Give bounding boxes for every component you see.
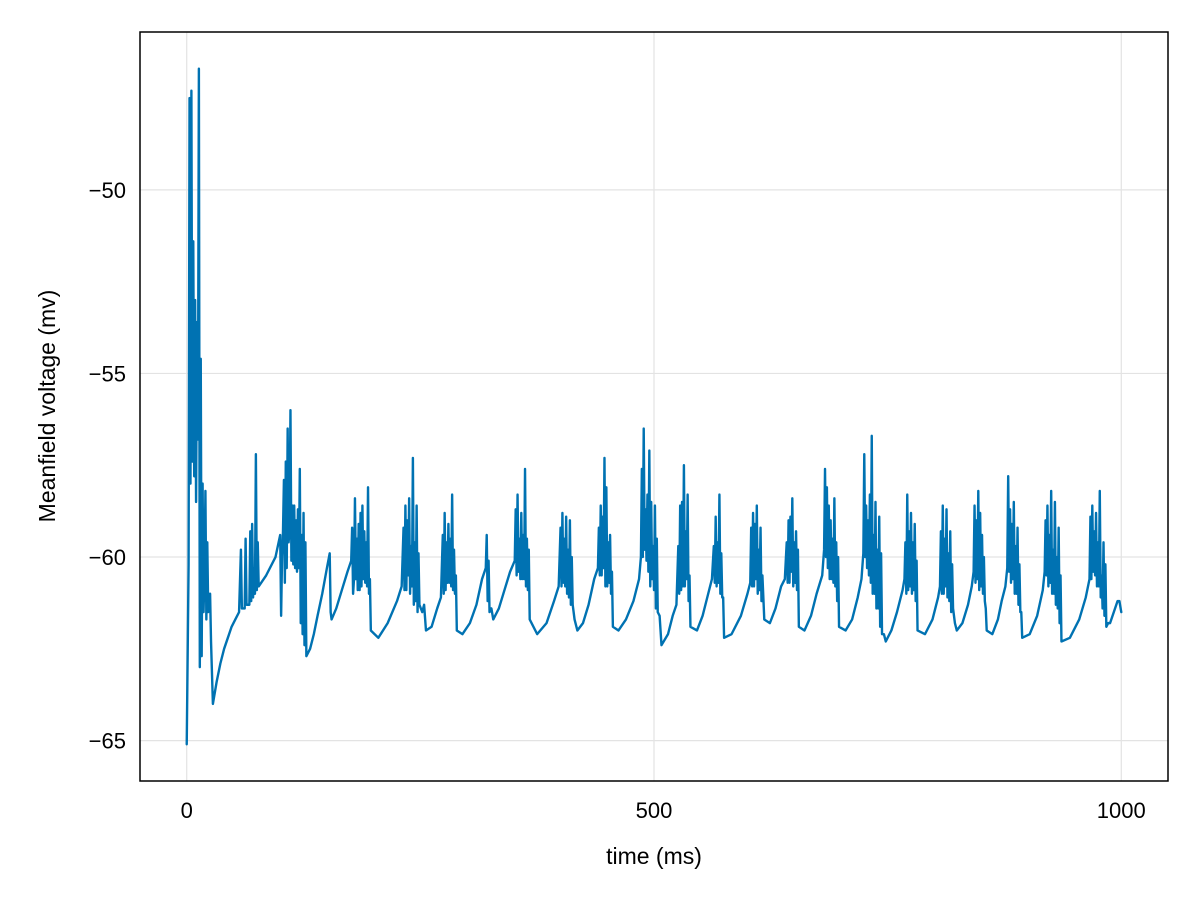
x-tick-label: 0 bbox=[181, 798, 193, 823]
y-tick-label: −55 bbox=[89, 361, 126, 386]
y-tick-label: −60 bbox=[89, 545, 126, 570]
x-tick-label: 500 bbox=[636, 798, 673, 823]
x-tick-label: 1000 bbox=[1097, 798, 1146, 823]
series-line bbox=[185, 67, 1123, 746]
x-axis-ticks: 0 500 1000 bbox=[181, 798, 1146, 823]
y-axis-ticks: −65 −60 −55 −50 bbox=[89, 178, 126, 754]
series-layer bbox=[185, 67, 1123, 746]
y-tick-label: −50 bbox=[89, 178, 126, 203]
y-axis-label: Meanfield voltage (mv) bbox=[34, 290, 60, 523]
y-tick-label: −65 bbox=[89, 729, 126, 754]
x-axis-label: time (ms) bbox=[606, 843, 702, 869]
plot-frame bbox=[139, 31, 1169, 782]
